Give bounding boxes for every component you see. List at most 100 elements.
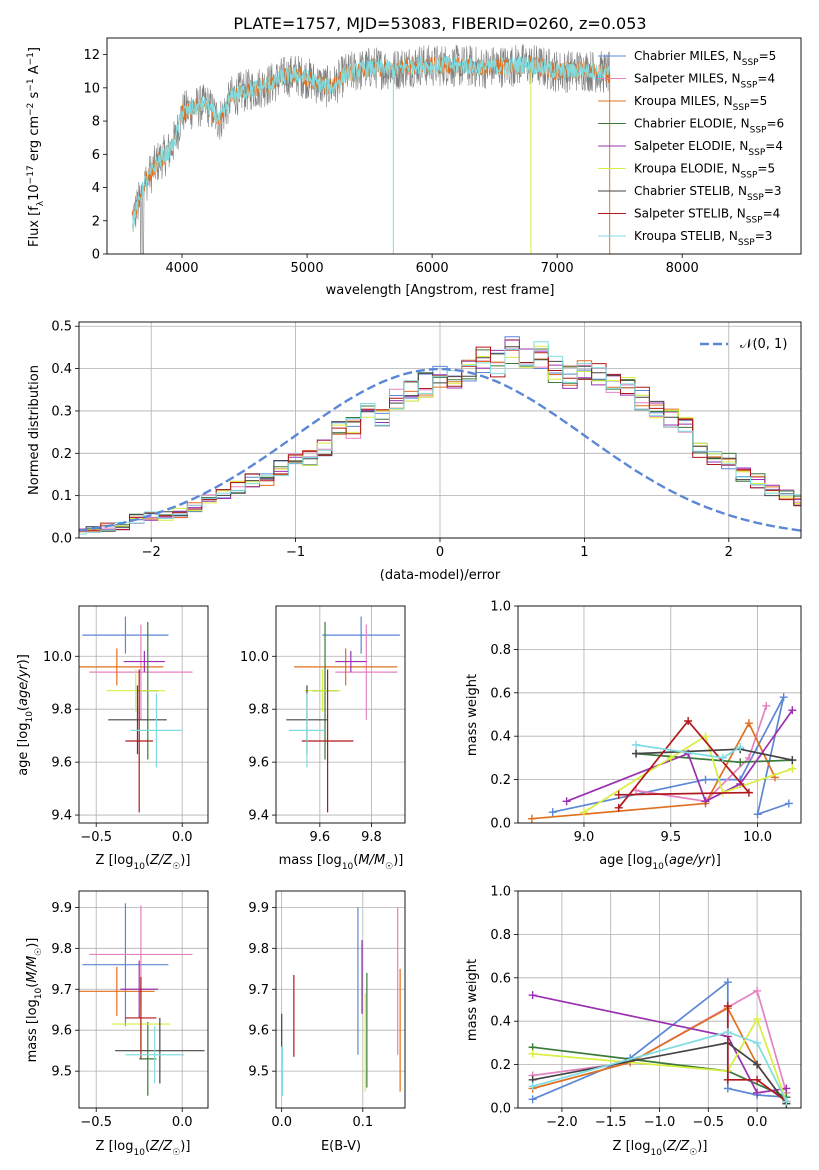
legend-label: Salpeter STELIB, NSSP=4 [634, 207, 780, 226]
x-tick-label: 1 [580, 545, 588, 560]
legend-label: Salpeter MILES, NSSP=4 [634, 72, 775, 91]
axes-frame [78, 605, 209, 824]
weight-marker-KS [753, 1038, 762, 1047]
x-axis-label: Z [log10(Z/Z☉)] [96, 1139, 191, 1158]
x-tick-label: 9.5 [660, 830, 681, 845]
x-axis-label: wavelength [Angstrom, rest frame] [326, 283, 555, 298]
y-axis-label: mass weight [465, 959, 480, 1041]
y-tick-label: 0.2 [51, 447, 72, 462]
weight-marker-CM [723, 978, 732, 987]
legend-label: Chabrier STELIB, NSSP=3 [634, 184, 782, 203]
x-tick-label: 0.1 [352, 1115, 373, 1130]
histogram-KS [79, 341, 801, 535]
histogram-KE [79, 345, 801, 532]
legend-label: 𝒩(0, 1) [740, 337, 787, 352]
plot-area [281, 907, 401, 1096]
weight-line-SS [726, 1006, 787, 1103]
axes-frame [78, 890, 209, 1109]
weight-marker-SE [528, 991, 537, 1000]
x-tick-label: −2 [142, 545, 161, 560]
x-tick-label: −0.5 [80, 1115, 112, 1130]
x-tick-label: 0.0 [172, 1115, 193, 1130]
y-tick-label: 0.6 [490, 686, 511, 701]
weight-marker-CS [632, 749, 641, 758]
weight-marker-CM [723, 1084, 732, 1093]
y-tick-label: 0.6 [490, 971, 511, 986]
weight-marker-KS [718, 753, 727, 762]
y-tick-label: 9.8 [248, 942, 269, 957]
weight-marker-SE [562, 797, 571, 806]
y-tick-label: 6 [92, 148, 100, 163]
y-axis-label: mass weight [465, 674, 480, 756]
weight-marker-KE [528, 1049, 537, 1058]
x-axis-label: Z [log10(Z/Z☉)] [96, 853, 191, 872]
y-tick-label: 0.3 [51, 404, 72, 419]
weight-marker-SM [753, 986, 762, 995]
weight-line-KE [532, 1016, 788, 1102]
weight-marker-CM [753, 810, 762, 819]
panel-age_vs_mass: 9.6 9.8 9.4 9.6 9.8 10.0 mass [log10(M/M☉)] [240, 605, 406, 872]
axes-frame [517, 890, 802, 1109]
y-axis-label: Flux [fλ10−17 erg cm−2 s−1 A−1] [26, 47, 46, 247]
weight-marker-KE [753, 1015, 762, 1024]
weight-marker-KS [736, 743, 745, 752]
weight-line-SM [635, 705, 768, 803]
gaussian-curve [79, 367, 801, 532]
weight-marker-SS [753, 1075, 762, 1084]
y-tick-label: 0.0 [490, 1102, 511, 1117]
y-tick-label: 9.5 [248, 1065, 269, 1080]
weight-marker-SM [762, 701, 771, 710]
y-axis-label: age [log10(age/yr)] [16, 654, 35, 776]
y-tick-label: 10 [83, 81, 100, 96]
weight-marker-CE [736, 758, 745, 767]
histogram-SS [79, 346, 801, 531]
y-tick-label: 1.0 [490, 885, 511, 900]
x-tick-label: 4000 [165, 261, 198, 276]
axes-frame [78, 321, 802, 539]
weight-line-CS [532, 1041, 788, 1105]
x-tick-label: 9.6 [310, 830, 331, 845]
y-tick-label: 10.0 [240, 650, 269, 665]
y-tick-label: 9.8 [248, 703, 269, 718]
weight-line-CM [552, 696, 790, 816]
y-tick-label: 0.4 [490, 1015, 511, 1030]
x-tick-label: 0.0 [172, 830, 193, 845]
plot-area [79, 336, 801, 535]
weight-line-KM [531, 721, 776, 820]
x-axis-label: mass [log10(M/M☉)] [279, 853, 404, 872]
x-tick-label: 6000 [416, 261, 449, 276]
model-spectrum-KS [131, 55, 611, 228]
plot-area [528, 978, 791, 1108]
y-tick-label: 0.0 [51, 532, 72, 547]
y-tick-label: 2 [92, 214, 100, 229]
x-axis-label: (data-model)/error [380, 568, 501, 583]
axes-frame [106, 37, 802, 255]
weight-marker-SE [753, 1088, 762, 1097]
x-tick-label: 7000 [541, 261, 574, 276]
x-tick-label: −1.5 [595, 1115, 627, 1130]
panel-mass_weight_vs_Z: −2.0 −1.5 −1.0 −0.5 0.0 0.0 0.2 0.4 0.6 0.8 1.0 Z [… [465, 885, 802, 1158]
x-tick-label: 0.0 [747, 1115, 768, 1130]
figure-title: PLATE=1757, MJD=53083, FIBERID=0260, z=0… [233, 14, 646, 33]
weight-marker-KE [579, 808, 588, 817]
weight-marker-SS [723, 1002, 732, 1011]
y-tick-label: 0.0 [490, 817, 511, 832]
weight-marker-CS [788, 756, 797, 765]
y-tick-label: 1.0 [490, 600, 511, 615]
y-tick-label: 0.8 [490, 928, 511, 943]
y-tick-label: 0.2 [490, 773, 511, 788]
y-tick-label: 0.4 [51, 362, 72, 377]
weight-marker-SS [614, 790, 623, 799]
axes-frame [275, 890, 406, 1109]
legend: Chabrier MILES, NSSP=5 Salpeter MILES, NS… [598, 49, 784, 248]
weight-marker-SE [788, 706, 797, 715]
observed-spectrum [131, 44, 610, 254]
weight-marker-CS [753, 1060, 762, 1069]
panel-residuals: −2 −1 0 1 2 0.0 0.1 0.2 0.3 0.4 0.5 𝒩(0, 1) (data-mo… [27, 320, 802, 583]
x-tick-label: 5000 [291, 261, 324, 276]
y-axis-label: Normed distribution [27, 365, 42, 495]
weight-marker-SM [744, 753, 753, 762]
axes-frame [517, 605, 802, 824]
y-tick-label: 12 [83, 48, 100, 63]
x-tick-label: 2 [725, 545, 733, 560]
